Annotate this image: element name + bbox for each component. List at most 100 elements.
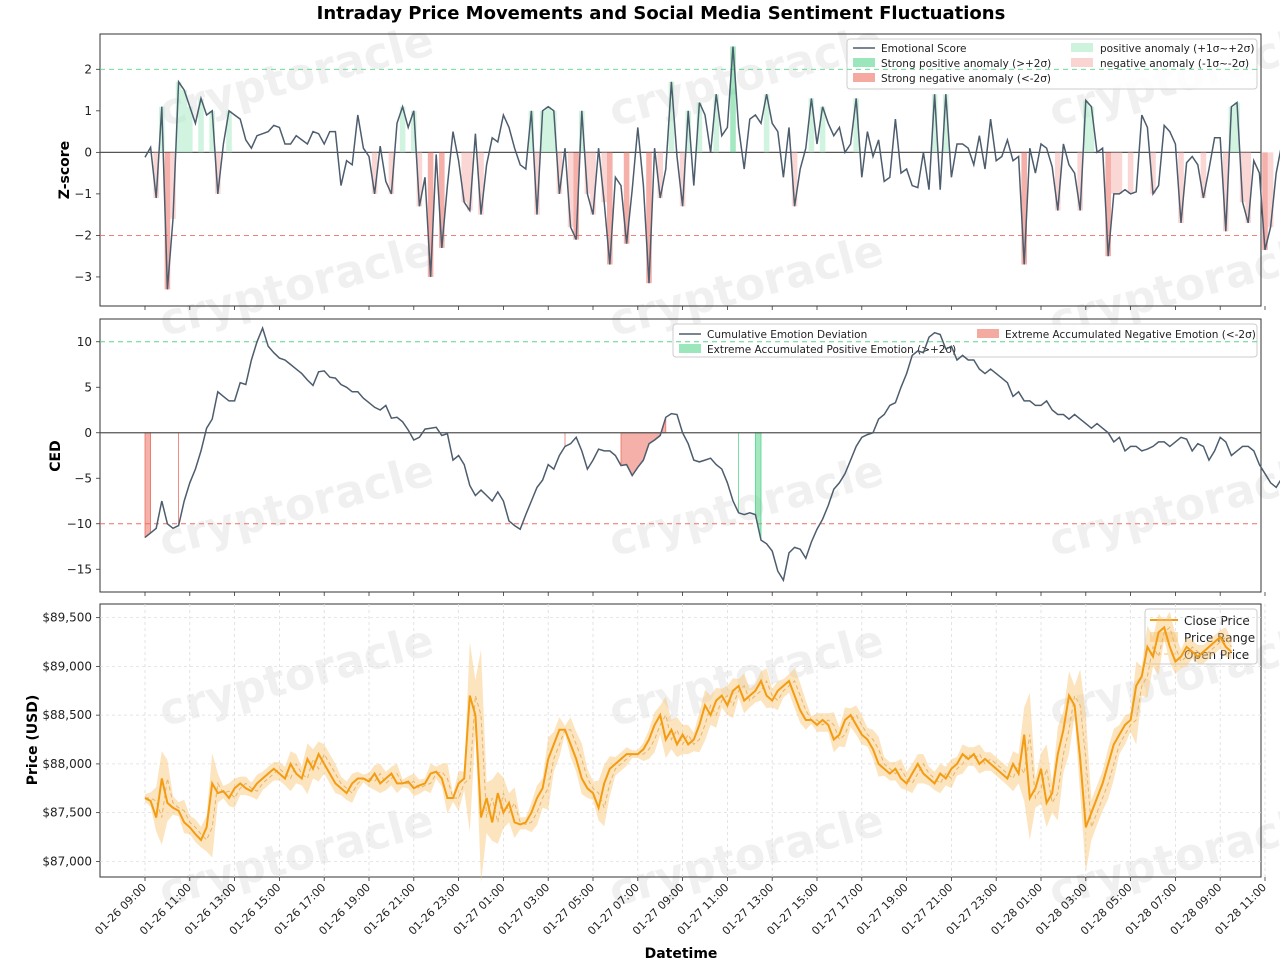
y-tick-label: −15 <box>67 562 92 576</box>
negative-anomaly-band <box>478 152 484 215</box>
y-tick-label: −1 <box>74 187 92 201</box>
zscore-plot-area <box>99 33 1262 307</box>
positive-anomaly-band <box>853 98 859 153</box>
price-panel: Price (USD) Close Price Price Range Open… <box>25 603 1266 883</box>
x-axis-label: Datetime <box>645 946 718 962</box>
negative-anomaly-band <box>427 152 434 277</box>
positive-anomaly-band <box>1234 102 1240 153</box>
y-tick-label: $88,000 <box>42 757 92 771</box>
positive-anomaly-band <box>539 110 546 153</box>
positive-anomaly-band <box>551 110 557 153</box>
positive-anomaly-band <box>931 94 938 153</box>
negative-anomaly-band <box>623 152 630 244</box>
positive-anomaly-band <box>528 110 535 153</box>
positive-anomaly-band <box>1088 106 1095 153</box>
positive-anomaly-band <box>1228 106 1235 153</box>
negative-anomaly-band <box>1105 152 1111 257</box>
zscore-panel: Z-score Emotional Score Strong positive … <box>57 33 1280 307</box>
y-tick-label: −10 <box>67 517 92 531</box>
watermark-text: cryptoracle <box>154 445 439 567</box>
negative-anomaly-band <box>170 152 176 219</box>
y-tick-label: −2 <box>74 228 92 242</box>
watermark-text: cryptoracle <box>154 225 439 347</box>
y-tick-label: $87,000 <box>42 854 92 868</box>
price-ylabel: Price (USD) <box>25 695 41 786</box>
ced-plot-area <box>99 318 1262 593</box>
emotional-score-line <box>144 46 1280 290</box>
positive-anomaly-band <box>685 110 691 153</box>
legend-emotional-score: Emotional Score <box>881 43 967 55</box>
positive-anomaly-band <box>696 102 703 153</box>
positive-anomaly-band <box>399 106 406 153</box>
negative-anomaly-band <box>534 152 540 215</box>
legend-open-price: Open Price <box>1184 648 1249 662</box>
negative-anomaly-band <box>1200 152 1207 199</box>
y-tick-label: −3 <box>74 270 92 284</box>
negative-anomaly-band <box>439 152 445 248</box>
negative-anomaly-band <box>556 152 563 194</box>
negative-anomaly-band <box>584 152 591 194</box>
negative-anomaly-band <box>1223 152 1229 232</box>
negative-anomaly-band <box>1116 152 1123 194</box>
positive-anomaly-band <box>943 94 949 153</box>
negative-anomaly-band <box>567 152 574 228</box>
positive-anomaly-band <box>209 110 215 153</box>
y-tick-label: 5 <box>84 380 92 394</box>
negative-anomaly-band <box>1178 152 1184 223</box>
negative-anomaly-band <box>1239 152 1246 203</box>
zscore-legend: Emotional Score Strong positive anomaly … <box>846 38 1258 90</box>
negative-anomaly-band <box>1262 152 1268 250</box>
legend-positive-anomaly: positive anomaly (+1σ~+2σ) <box>1100 43 1254 55</box>
negative-anomaly-band <box>601 152 607 203</box>
watermark-text: cryptoracle <box>604 445 889 567</box>
positive-anomaly-band <box>411 110 417 153</box>
zscore-ylabel: Z-score <box>57 141 73 199</box>
y-tick-label: $87,500 <box>42 806 92 820</box>
legend-cumulative-deviation: Cumulative Emotion Deviation <box>707 329 867 341</box>
negative-anomaly-band <box>1267 152 1274 228</box>
legend-strong-negative: Strong negative anomaly (<-2σ) <box>881 73 1051 85</box>
cumulative-deviation-line <box>144 325 1280 583</box>
legend-extreme-positive: Extreme Accumulated Positive Emotion (>+… <box>707 344 956 356</box>
ced-ylabel: CED <box>48 440 64 471</box>
legend-close-price: Close Price <box>1184 614 1250 628</box>
negative-anomaly-band <box>153 152 159 199</box>
negative-anomaly-band <box>590 152 596 215</box>
positive-anomaly-band <box>175 81 182 153</box>
price-plot-area <box>99 603 1262 878</box>
y-tick-label: 0 <box>84 145 92 159</box>
positive-anomaly-band <box>763 94 770 153</box>
positive-anomaly-band <box>545 106 551 153</box>
chart-title: Intraday Price Movements and Social Medi… <box>317 3 1006 24</box>
negative-anomaly-band <box>1111 152 1117 194</box>
y-tick-label: $89,000 <box>42 659 92 673</box>
positive-anomaly-band <box>819 106 826 153</box>
negative-anomaly-band <box>1021 152 1027 265</box>
positive-anomaly-band <box>808 98 815 153</box>
negative-anomaly-band <box>1150 152 1156 194</box>
watermark-text: cryptoracle <box>604 15 889 137</box>
watermark-text: cryptoracle <box>154 615 439 737</box>
y-tick-label: $89,500 <box>42 611 92 625</box>
negative-anomaly-band <box>215 152 221 194</box>
y-tick-label: 10 <box>77 335 92 349</box>
negative-anomaly-band <box>461 152 467 203</box>
watermark-text: cryptoracle <box>1044 445 1280 567</box>
negative-anomaly-band <box>679 152 686 207</box>
legend-negative-anomaly: negative anomaly (-1σ~-2σ) <box>1100 58 1249 70</box>
y-tick-label: 2 <box>84 62 92 76</box>
y-tick-label: 0 <box>84 426 92 440</box>
negative-anomaly-band <box>657 152 663 199</box>
open-price-line <box>145 626 1232 841</box>
ced-panel: CED Cumulative Emotion Deviation Extreme… <box>48 318 1280 593</box>
negative-anomaly-band <box>1077 152 1083 211</box>
y-tick-label: $88,500 <box>42 708 92 722</box>
positive-anomaly-band <box>713 94 719 153</box>
legend-extreme-negative: Extreme Accumulated Negative Emotion (<-… <box>1005 329 1256 341</box>
ced-legend: Cumulative Emotion Deviation Extreme Acc… <box>672 323 1258 358</box>
price-range-band <box>145 611 1232 883</box>
negative-anomaly-band <box>371 152 378 194</box>
negative-anomaly-band <box>467 152 473 211</box>
negative-anomaly-band <box>1127 152 1134 194</box>
